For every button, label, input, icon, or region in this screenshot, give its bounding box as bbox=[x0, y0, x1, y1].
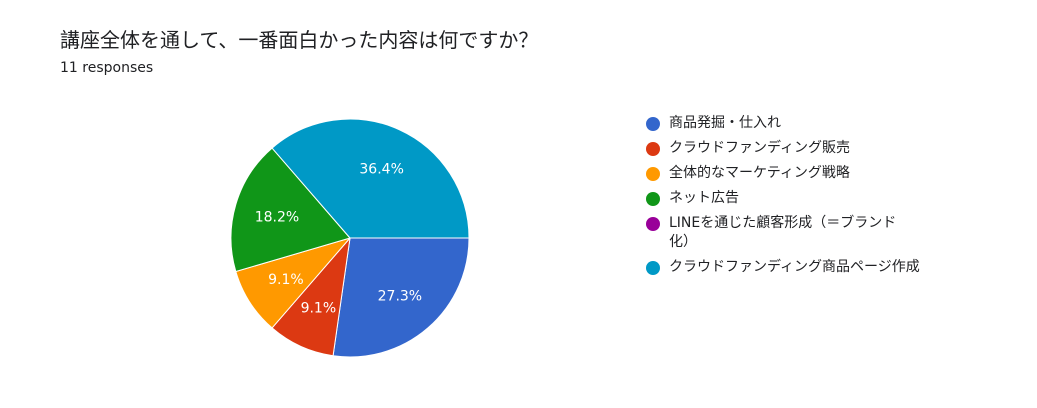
legend-label-3: 全体的なマーケティング戦略 bbox=[669, 165, 850, 181]
legend-swatch-3 bbox=[646, 167, 660, 181]
legend-item-2: クラウドファンディング販売 bbox=[646, 139, 976, 158]
pie-slice-label-1: 27.3% bbox=[378, 289, 422, 305]
legend-item-3: 全体的なマーケティング戦略 bbox=[646, 164, 976, 183]
pie-slice-label-2: 9.1% bbox=[301, 300, 337, 316]
legend-label-5: LINEを通じた顧客形成（＝ブランド 化） bbox=[669, 215, 897, 250]
legend-label-4: ネット広告 bbox=[669, 190, 739, 206]
pie-slice-label-4: 18.2% bbox=[255, 210, 299, 226]
legend-label-1: 商品発掘・仕入れ bbox=[669, 115, 781, 131]
legend-item-4: ネット広告 bbox=[646, 189, 976, 208]
legend-swatch-5 bbox=[646, 217, 660, 231]
legend-item-5: LINEを通じた顧客形成（＝ブランド 化） bbox=[646, 214, 976, 252]
pie-slice-4 bbox=[230, 147, 351, 273]
legend-item-6: クラウドファンディング商品ページ作成 bbox=[646, 258, 976, 277]
response-count: 11 responses bbox=[60, 60, 154, 76]
legend-label-6: クラウドファンディング商品ページ作成 bbox=[669, 259, 920, 275]
legend-label-2: クラウドファンディング販売 bbox=[669, 140, 851, 156]
pie-slice-1 bbox=[332, 237, 470, 358]
legend-swatch-1 bbox=[646, 117, 660, 131]
pie-labels: 27.3% 9.1% 9.1% 18.2% 36.4% bbox=[255, 162, 422, 317]
legend-swatch-2 bbox=[646, 142, 660, 156]
chart-legend: 商品発掘・仕入れクラウドファンディング販売 全体的なマーケティング戦略 ネット広告 L… bbox=[646, 114, 976, 283]
legend-swatch-4 bbox=[646, 192, 660, 206]
question-title: 講座全体を通して、一番面白かった内容は何ですか？ bbox=[60, 28, 539, 52]
pie-slice-label-6: 36.4% bbox=[359, 162, 403, 178]
legend-swatch-6 bbox=[646, 261, 660, 275]
pie-slice-6 bbox=[271, 118, 470, 239]
pie-slice-label-3: 9.1% bbox=[268, 272, 304, 288]
legend-item-1: 商品発掘・仕入れ bbox=[646, 114, 976, 133]
pie-slices bbox=[230, 118, 470, 358]
